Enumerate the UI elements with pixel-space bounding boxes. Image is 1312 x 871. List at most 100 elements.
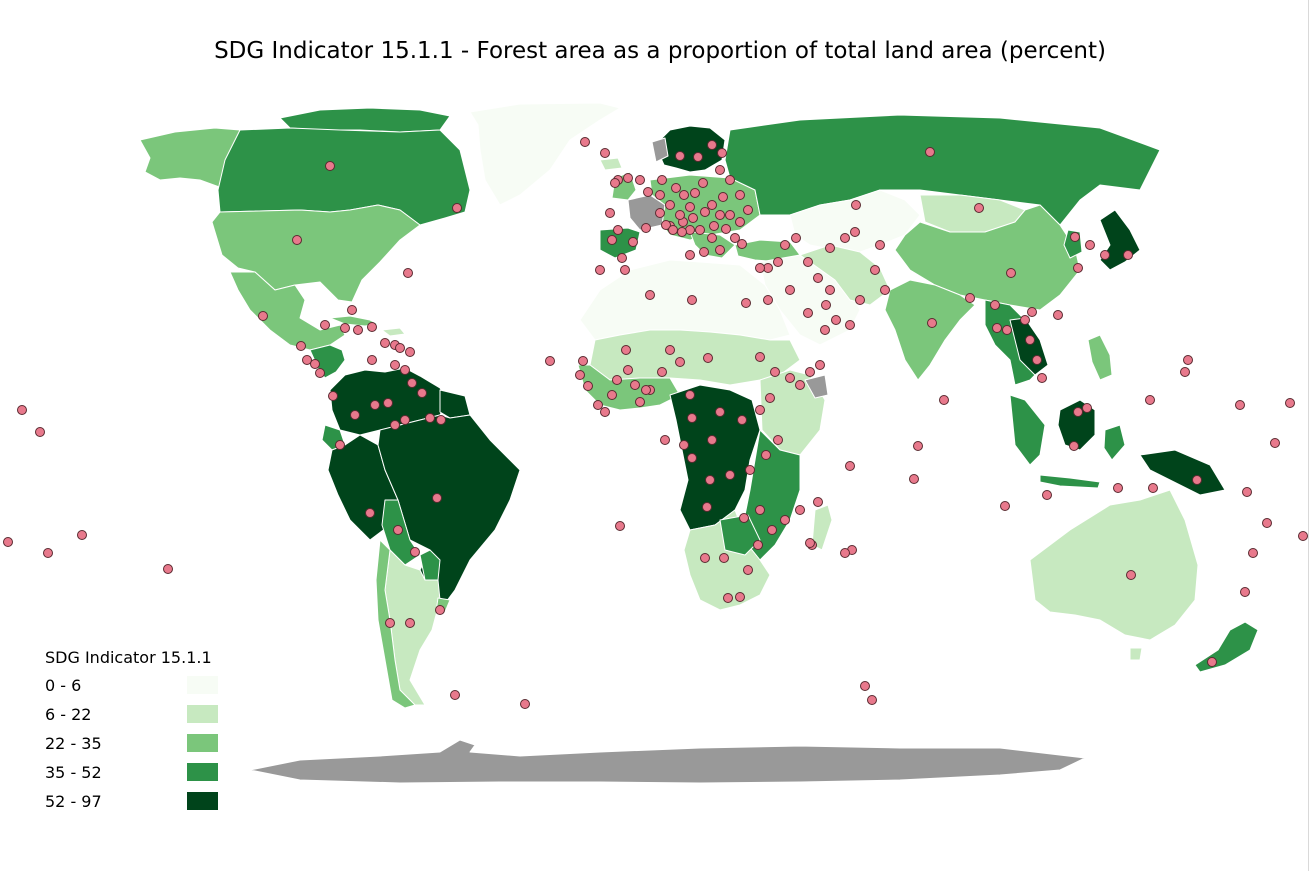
country-marker[interactable]	[805, 538, 815, 548]
country-marker[interactable]	[620, 265, 630, 275]
country-marker[interactable]	[850, 227, 860, 237]
country-marker[interactable]	[773, 257, 783, 267]
country-marker[interactable]	[675, 210, 685, 220]
country-marker[interactable]	[1002, 325, 1012, 335]
country-marker[interactable]	[1113, 483, 1123, 493]
country-marker[interactable]	[677, 227, 687, 237]
country-marker[interactable]	[1070, 232, 1080, 242]
country-marker[interactable]	[607, 235, 617, 245]
country-marker[interactable]	[403, 268, 413, 278]
country-marker[interactable]	[687, 295, 697, 305]
country-marker[interactable]	[703, 353, 713, 363]
country-marker[interactable]	[350, 410, 360, 420]
country-marker[interactable]	[675, 357, 685, 367]
country-marker[interactable]	[593, 400, 603, 410]
country-marker[interactable]	[310, 359, 320, 369]
country-marker[interactable]	[410, 547, 420, 557]
country-marker[interactable]	[755, 352, 765, 362]
country-marker[interactable]	[407, 378, 417, 388]
country-marker[interactable]	[1020, 315, 1030, 325]
country-marker[interactable]	[741, 298, 751, 308]
country-marker[interactable]	[643, 187, 653, 197]
country-marker[interactable]	[657, 175, 667, 185]
country-marker[interactable]	[735, 592, 745, 602]
country-marker[interactable]	[671, 183, 681, 193]
country-marker[interactable]	[870, 265, 880, 275]
country-marker[interactable]	[735, 217, 745, 227]
country-marker[interactable]	[628, 237, 638, 247]
country-marker[interactable]	[385, 618, 395, 628]
country-marker[interactable]	[417, 388, 427, 398]
country-marker[interactable]	[610, 178, 620, 188]
country-marker[interactable]	[545, 356, 555, 366]
country-marker[interactable]	[328, 391, 338, 401]
country-marker[interactable]	[1053, 310, 1063, 320]
country-marker[interactable]	[851, 200, 861, 210]
country-marker[interactable]	[390, 420, 400, 430]
country-marker[interactable]	[753, 540, 763, 550]
country-marker[interactable]	[718, 192, 728, 202]
country-marker[interactable]	[383, 398, 393, 408]
country-marker[interactable]	[845, 461, 855, 471]
country-marker[interactable]	[693, 152, 703, 162]
country-marker[interactable]	[605, 208, 615, 218]
country-marker[interactable]	[43, 548, 53, 558]
country-marker[interactable]	[990, 300, 1000, 310]
country-marker[interactable]	[600, 407, 610, 417]
country-marker[interactable]	[1298, 531, 1308, 541]
country-marker[interactable]	[725, 210, 735, 220]
country-marker[interactable]	[855, 295, 865, 305]
country-marker[interactable]	[641, 223, 651, 233]
country-marker[interactable]	[1000, 501, 1010, 511]
country-marker[interactable]	[698, 178, 708, 188]
country-marker[interactable]	[1126, 570, 1136, 580]
country-marker[interactable]	[1025, 335, 1035, 345]
country-marker[interactable]	[717, 148, 727, 158]
country-marker[interactable]	[405, 347, 415, 357]
country-marker[interactable]	[730, 233, 740, 243]
country-marker[interactable]	[1148, 483, 1158, 493]
country-marker[interactable]	[825, 243, 835, 253]
country-marker[interactable]	[35, 427, 45, 437]
country-marker[interactable]	[1248, 548, 1258, 558]
country-marker[interactable]	[909, 474, 919, 484]
country-marker[interactable]	[335, 440, 345, 450]
country-marker[interactable]	[845, 320, 855, 330]
country-marker[interactable]	[617, 253, 627, 263]
country-marker[interactable]	[390, 360, 400, 370]
country-marker[interactable]	[755, 263, 765, 273]
country-marker[interactable]	[436, 415, 446, 425]
country-marker[interactable]	[657, 367, 667, 377]
country-marker[interactable]	[665, 200, 675, 210]
country-marker[interactable]	[770, 367, 780, 377]
country-marker[interactable]	[745, 465, 755, 475]
country-marker[interactable]	[1207, 657, 1217, 667]
country-marker[interactable]	[723, 593, 733, 603]
country-marker[interactable]	[685, 250, 695, 260]
country-marker[interactable]	[1073, 407, 1083, 417]
country-marker[interactable]	[347, 305, 357, 315]
country-marker[interactable]	[840, 548, 850, 558]
country-marker[interactable]	[719, 553, 729, 563]
country-marker[interactable]	[685, 202, 695, 212]
country-marker[interactable]	[813, 497, 823, 507]
country-marker[interactable]	[621, 345, 631, 355]
country-marker[interactable]	[365, 508, 375, 518]
country-marker[interactable]	[688, 213, 698, 223]
country-marker[interactable]	[707, 233, 717, 243]
country-marker[interactable]	[1042, 490, 1052, 500]
country-marker[interactable]	[395, 343, 405, 353]
country-marker[interactable]	[393, 525, 403, 535]
country-marker[interactable]	[595, 265, 605, 275]
country-marker[interactable]	[1085, 240, 1095, 250]
country-marker[interactable]	[925, 147, 935, 157]
country-marker[interactable]	[707, 200, 717, 210]
country-marker[interactable]	[325, 161, 335, 171]
country-marker[interactable]	[400, 415, 410, 425]
country-marker[interactable]	[655, 190, 665, 200]
country-marker[interactable]	[425, 413, 435, 423]
country-marker[interactable]	[767, 525, 777, 535]
country-marker[interactable]	[432, 493, 442, 503]
country-marker[interactable]	[795, 380, 805, 390]
country-marker[interactable]	[700, 553, 710, 563]
